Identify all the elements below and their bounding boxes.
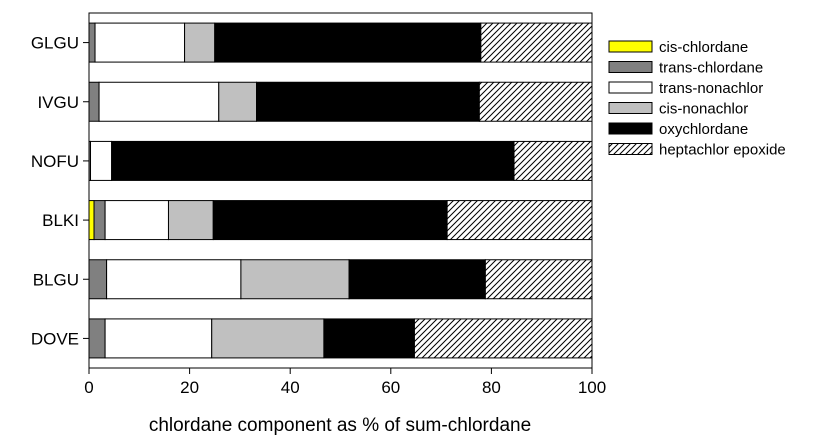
bar-segment-dove-cis-nonachlor [211,318,325,359]
bar-segment-blki-cis-chlordane [88,200,95,241]
bar-segment-glgu-trans-chlordane [88,22,96,63]
bar-segment-blki-heptachlor-epoxide [446,200,593,241]
x-tick-label: 20 [180,378,199,397]
legend-label: heptachlor epoxide [659,142,786,159]
x-tick-label: 100 [578,378,606,397]
axis-ticks: GLGU IVGU NOFU BLKI BLGU DOVE 0 20 40 60 80 100 [31,34,606,397]
legend-swatch [608,122,653,135]
bar-segment-glgu-heptachlor-epoxide [480,22,593,63]
bar-segment-nofu-trans-nonachlor [90,140,113,181]
x-tick-label: 0 [84,378,93,397]
bar-segment-blki-trans-chlordane [93,200,106,241]
bar-segment-ivgu-oxychlordane [255,81,480,122]
bar-segment-ivgu-heptachlor-epoxide [478,81,593,122]
x-tick-label: 80 [482,378,501,397]
y-tick-label: NOFU [31,152,79,171]
bar-segment-dove-trans-nonachlor [104,318,213,359]
legend: cis-chlordane trans-chlordane trans-nonach… [608,39,786,159]
legend-swatch [608,40,653,53]
bar-segment-blgu-trans-chlordane [88,259,108,300]
bar-segment-ivgu-trans-nonachlor [98,81,220,122]
bar-segment-blki-cis-nonachlor [167,200,214,241]
bar-segment-blgu-oxychlordane [348,259,486,300]
bar-segment-ivgu-trans-chlordane [88,81,100,122]
x-axis-title: chlordane component as % of sum-chlordan… [149,415,531,436]
x-tick-label: 60 [381,378,400,397]
legend-label: trans-nonachlor [659,80,763,97]
legend-label: oxychlordane [659,121,748,138]
legend-swatch [608,143,653,155]
bar-segment-ivgu-cis-nonachlor [218,81,257,122]
y-tick-label: IVGU [37,93,79,112]
bars [88,22,593,359]
x-tick-label: 40 [281,378,300,397]
bar-segment-blgu-cis-nonachlor [240,259,350,300]
legend-label: cis-chlordane [659,39,748,56]
bar-segment-dove-heptachlor-epoxide [413,318,593,359]
legend-swatch [608,81,653,94]
bar-segment-blgu-heptachlor-epoxide [484,259,593,300]
legend-label: cis-nonachlor [659,101,748,118]
bar-segment-blki-trans-nonachlor [104,200,169,241]
bar-segment-blgu-trans-nonachlor [106,259,242,300]
y-tick-label: BLKI [42,211,79,230]
y-tick-label: DOVE [31,329,79,348]
y-tick-label: BLGU [33,270,79,289]
legend-swatch [608,61,653,73]
bar-segment-glgu-trans-nonachlor [94,22,186,63]
bar-segment-glgu-cis-nonachlor [184,22,216,63]
plot-frame [88,12,593,369]
bar-segment-dove-trans-chlordane [88,318,106,359]
bar-segment-dove-oxychlordane [323,318,415,359]
legend-label: trans-chlordane [659,60,763,77]
legend-swatch [608,102,653,114]
y-tick-label: GLGU [31,34,79,53]
bar-segment-glgu-oxychlordane [214,22,482,63]
bar-segment-nofu-oxychlordane [111,140,515,181]
bar-segment-nofu-heptachlor-epoxide [513,140,593,181]
bar-segment-blki-oxychlordane [212,200,448,241]
